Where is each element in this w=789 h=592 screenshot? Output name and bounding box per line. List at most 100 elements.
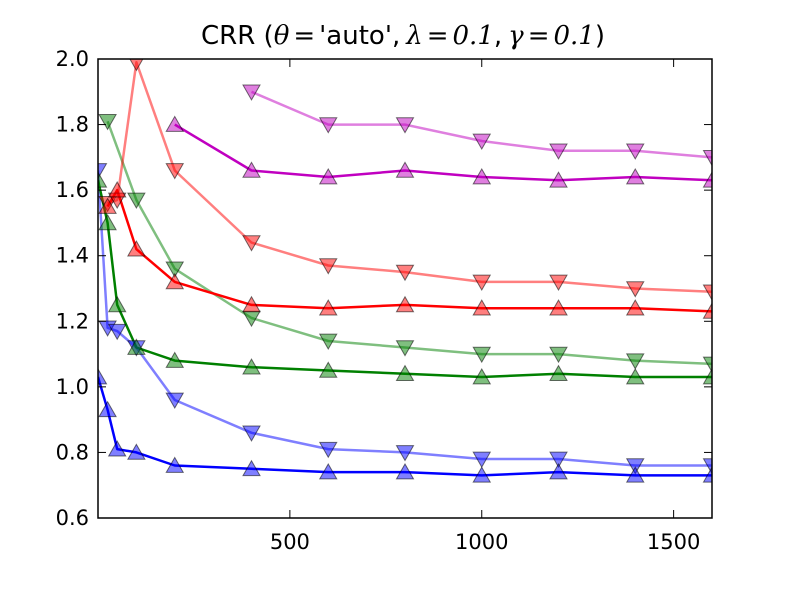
series-3-point: [472, 367, 492, 385]
series-7-point: [549, 171, 568, 188]
series-3-point: [127, 338, 146, 355]
series-4-point: [318, 258, 338, 275]
series-6-point: [549, 143, 568, 160]
series-4-point: [625, 281, 645, 298]
series-0-point: [549, 451, 568, 469]
series-6-point: [625, 143, 645, 160]
series-7-point: [625, 167, 645, 185]
ytick-label: 2.0: [56, 47, 89, 71]
series-7-point: [395, 161, 415, 178]
series-6-point: [395, 117, 415, 134]
series-7-point: [242, 161, 261, 178]
series-3-point: [242, 358, 261, 375]
series-1-point: [625, 466, 645, 483]
series-5-point: [702, 302, 712, 319]
plot-frame: [97, 58, 713, 519]
series-7-point: [318, 167, 338, 185]
ytick-label: 1.0: [56, 375, 89, 399]
title-gamma: γ: [508, 21, 524, 51]
series-1-point: [549, 463, 568, 480]
title-lambda: λ: [405, 21, 422, 51]
series-6-point: [702, 150, 712, 167]
series-0-point: [625, 458, 645, 475]
series-2-point: [165, 261, 185, 278]
series-4-point: [395, 264, 415, 282]
series-1-point: [702, 466, 712, 483]
series-2-point: [127, 192, 146, 210]
series-2-point: [318, 333, 338, 351]
series-4-point: [165, 163, 185, 180]
title-sep1: ,: [392, 21, 400, 51]
series-1-point: [98, 400, 117, 418]
xtick-label: 1500: [647, 530, 700, 554]
series-1-point: [127, 443, 146, 460]
series-line-5: [106, 188, 712, 313]
series-0-point: [472, 451, 492, 469]
series-4-point: [242, 235, 261, 252]
title-gamma-val: 0.1: [553, 21, 594, 51]
series-0-point: [242, 425, 261, 442]
chart-title: CRR (θ ='auto', λ = 0.1, γ = 0.1): [201, 21, 605, 51]
title-lambda-val: 0.1: [453, 21, 494, 51]
series-5-point: [472, 299, 492, 316]
series-line-3: [98, 180, 712, 379]
series-0-point: [702, 458, 712, 475]
series-5-point: [318, 299, 338, 316]
series-line-1: [98, 376, 712, 477]
series-6-point: [472, 133, 492, 151]
series-5-point: [107, 181, 127, 198]
ytick-label: 1.6: [56, 178, 89, 202]
series-line-2: [106, 120, 712, 366]
series-line-7: [174, 123, 712, 182]
series-2-point: [625, 353, 645, 370]
series-1-point: [98, 367, 108, 385]
title-sep2: ,: [494, 21, 502, 51]
series-3-point: [625, 367, 645, 385]
series-2-point: [472, 346, 492, 364]
series-3-point: [98, 213, 117, 231]
series-1-point: [107, 440, 127, 457]
series-3-point: [318, 361, 338, 378]
ytick-label: 1.2: [56, 309, 89, 333]
series-1-point: [472, 466, 492, 483]
series-3-point: [549, 364, 568, 382]
series-0-point: [98, 163, 108, 180]
series-0-point: [395, 445, 415, 462]
series-5-point: [165, 272, 185, 290]
series-1-point: [318, 463, 338, 480]
series-5-point: [98, 197, 117, 214]
series-5-point: [549, 299, 568, 316]
title-eq3: =: [528, 21, 550, 51]
series-0-point: [107, 323, 127, 341]
ytick-label: 0.8: [56, 440, 89, 464]
series-5-point: [625, 299, 645, 316]
series-4-point: [702, 284, 712, 301]
ytick-label: 1.4: [56, 244, 89, 268]
tick-layer: 0.6 0.8 1.0 1.2 1.4 1.6 1.8 2.0 500 1000 1500: [56, 47, 712, 554]
series-1-point: [165, 456, 185, 473]
series-0-point: [318, 441, 338, 459]
series-7-point: [472, 167, 492, 185]
series-line-0: [98, 170, 712, 467]
marker-layer: [98, 59, 712, 483]
title-suffix: ): [595, 21, 605, 51]
series-2-point: [702, 356, 712, 373]
xtick-label: 1000: [455, 530, 508, 554]
series-1-point: [395, 463, 415, 480]
title-theta-val: 'auto': [319, 21, 392, 51]
series-1-point: [242, 459, 261, 477]
series-2-point: [395, 340, 415, 357]
series-7-point: [165, 115, 185, 132]
xtick-label: 500: [270, 530, 310, 554]
series-0-point: [165, 392, 185, 410]
series-7-point: [702, 171, 712, 188]
ytick-label: 0.6: [56, 506, 89, 530]
series-2-point: [549, 346, 568, 364]
series-5-point: [127, 240, 146, 257]
series-6-point: [242, 84, 261, 101]
title-prefix: CRR (: [201, 21, 274, 51]
series-3-point: [98, 171, 108, 188]
series-3-point: [395, 364, 415, 382]
title-theta: θ: [274, 21, 290, 51]
